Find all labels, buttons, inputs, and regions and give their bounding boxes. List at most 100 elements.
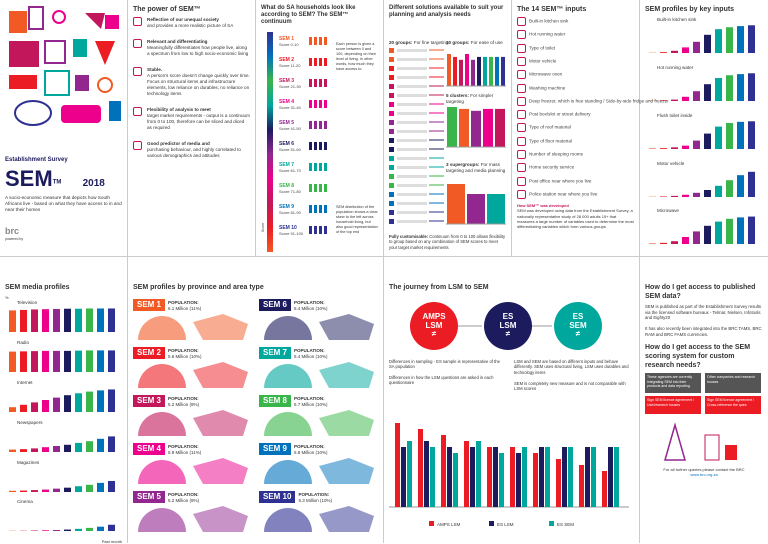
input-label: Home security service [529, 165, 574, 170]
g3-label: 3 supergroups: For mass targeting and me… [446, 162, 506, 174]
person-icon [314, 79, 317, 87]
input-icon [517, 150, 526, 159]
profile-bar [660, 52, 667, 53]
journey-bar [533, 453, 538, 507]
media-bar [42, 447, 49, 452]
media-bar [9, 407, 16, 412]
g20-swatch [389, 192, 394, 197]
journey-bar [556, 459, 561, 507]
journey-bar [579, 465, 584, 507]
province-pop: POPULATION:5.8 Million (10%) [294, 444, 328, 456]
g20-line [397, 121, 427, 124]
journey-t3: LSM and SEM are based on different input… [514, 359, 634, 375]
person-icon [314, 226, 317, 234]
cover-title: SEM [5, 166, 53, 191]
media-bar [9, 311, 16, 333]
media-chart [5, 306, 123, 332]
g20-line [397, 94, 427, 97]
media-bar [97, 482, 104, 491]
g20-line [397, 148, 427, 151]
province-pop: POPULATION:5.2 Million (9%) [168, 492, 199, 504]
profile-bar [748, 25, 755, 53]
person-icon [324, 37, 327, 45]
input-icon [517, 190, 526, 199]
profile-bar [726, 123, 733, 149]
media-bar [97, 390, 104, 412]
person-icon [324, 100, 327, 108]
profile-bar [671, 147, 678, 149]
sa-map [319, 314, 374, 340]
stove-icon [9, 41, 39, 67]
brc-sub: powered by [5, 237, 122, 242]
legend-swatch [489, 521, 494, 526]
solution-bar [467, 194, 485, 224]
person-icon [309, 205, 312, 213]
person-icon [324, 121, 327, 129]
area-donut [138, 460, 186, 484]
access-body1: SEM is published as part of the Establis… [645, 304, 763, 321]
input-icon [517, 70, 526, 79]
inputs-panel: The 14 SEM™ inputs Built-in kitchen sink… [512, 0, 640, 256]
g20-line [397, 166, 427, 169]
profile-bar [715, 78, 722, 101]
province-panel: SEM profiles by province and area type S… [128, 256, 384, 543]
solution-bar [483, 57, 487, 86]
profile-bar [726, 27, 733, 53]
solution-bar [495, 57, 499, 86]
profile-bar [660, 100, 667, 101]
continuum-note1: Each person is given a score between 0 a… [336, 42, 378, 72]
input-item: Type of toilet [517, 44, 634, 53]
profile-bar [748, 73, 755, 101]
profile-bar [737, 26, 744, 53]
profile-bar [704, 35, 711, 53]
b3-neq: ≠ [576, 330, 580, 339]
profile-bar [693, 91, 700, 101]
profile-block: Built-in kitchen sink [645, 17, 763, 55]
person-icon [319, 184, 322, 192]
bike-icon [98, 78, 112, 92]
solution-bar [447, 54, 451, 86]
power-item-body: Meaningfully differentiates how people l… [147, 45, 250, 57]
media-bar [42, 309, 49, 332]
media-bar [108, 525, 115, 531]
power-item-body: target market requirements - output is a… [147, 113, 250, 131]
province-map [259, 456, 379, 486]
person-icon [309, 142, 312, 150]
input-item: Type of roof material [517, 123, 634, 132]
media-bar [42, 400, 49, 412]
g20-line [397, 193, 427, 196]
province-map [259, 408, 379, 438]
person-icon [319, 37, 322, 45]
power-panel: The power of SEM™ Reflective of our uneq… [128, 0, 256, 256]
power-icon [133, 107, 142, 116]
profile-bar [660, 243, 667, 244]
sa-map [319, 410, 374, 436]
phone-icon [75, 75, 89, 91]
fully-head: Fully customisable: [389, 234, 428, 239]
g20-line [397, 202, 427, 205]
access-url[interactable]: www.brc.org.za [645, 472, 763, 477]
access-box4[interactable]: Sign SEM licence agreement / Cross-refer… [705, 396, 761, 414]
media-bar [108, 389, 115, 412]
continuum-score: Score 61-70 [279, 168, 302, 173]
profile-chart [645, 167, 763, 197]
journey-bar [591, 447, 596, 507]
media-bar [75, 486, 82, 492]
person-icon [314, 142, 317, 150]
sa-map [319, 362, 374, 388]
continuum-panel: What do SA households look like accordin… [256, 0, 384, 256]
journey-arrows [384, 321, 640, 331]
media-bar [75, 443, 82, 452]
media-bar [31, 310, 38, 333]
power-title: The power of SEM™ [133, 5, 250, 14]
media-bar [31, 351, 38, 372]
province-map [133, 408, 253, 438]
g20-label: 20 groups: For fine targeting [389, 40, 449, 46]
person-icon [319, 121, 322, 129]
province-sem-tag: SEM 9 [259, 443, 291, 455]
media-bar [108, 480, 115, 491]
profile-bar [649, 244, 656, 245]
access-box3[interactable]: Sign SEM licence agreement / Use/researc… [645, 396, 701, 414]
profile-bar [682, 194, 689, 196]
